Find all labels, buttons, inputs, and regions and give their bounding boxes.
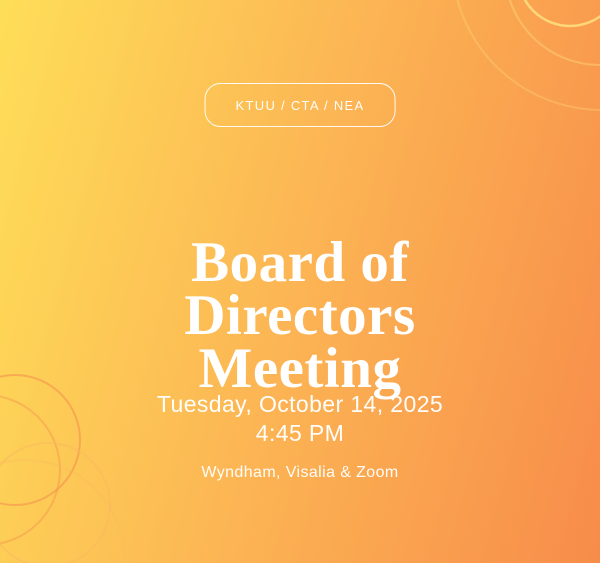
- meeting-location: Wyndham, Visalia & Zoom: [201, 464, 399, 481]
- org-badge-label: KTUU / CTA / NEA: [235, 97, 365, 113]
- title-line-2: Directors: [184, 284, 416, 348]
- decor-circles-top-right-icon: [456, 0, 600, 111]
- meeting-time: 4:45 PM: [255, 420, 345, 446]
- org-badge: KTUU / CTA / NEA: [204, 83, 396, 127]
- poster-title: Board of Directors Meeting: [0, 234, 600, 397]
- meeting-schedule: Tuesday, October 14, 2025 4:45 PM: [0, 390, 600, 448]
- meeting-date: Tuesday, October 14, 2025: [156, 391, 444, 417]
- title-line-3: Meeting: [198, 337, 402, 401]
- title-line-1: Board of: [191, 231, 409, 295]
